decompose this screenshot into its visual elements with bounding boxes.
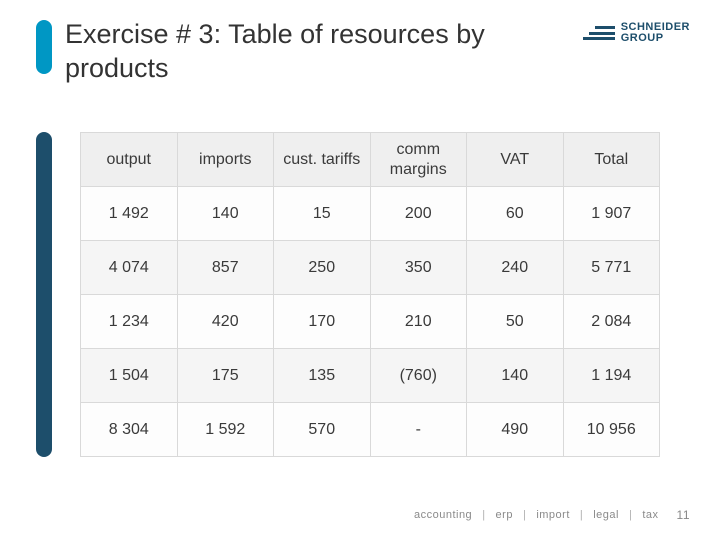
cell: 5 771 xyxy=(563,241,660,295)
table-header-row: output imports cust. tariffs comm margin… xyxy=(81,133,660,187)
side-accent-bar xyxy=(36,132,52,457)
cell: 240 xyxy=(467,241,564,295)
footer-sep: | xyxy=(482,509,485,521)
cell: 1 194 xyxy=(563,349,660,403)
logo-bars-icon xyxy=(583,26,615,40)
col-tariffs: cust. tariffs xyxy=(274,133,371,187)
company-logo: SCHNEIDER GROUP xyxy=(583,22,690,44)
table-row: 4 074 857 250 350 240 5 771 xyxy=(81,241,660,295)
col-vat: VAT xyxy=(467,133,564,187)
cell: 10 956 xyxy=(563,403,660,457)
cell: 175 xyxy=(177,349,274,403)
logo-line2: GROUP xyxy=(621,33,690,44)
cell: 200 xyxy=(370,187,467,241)
footer-item: import xyxy=(536,509,570,521)
cell: 1 907 xyxy=(563,187,660,241)
cell: 420 xyxy=(177,295,274,349)
col-margins: comm margins xyxy=(370,133,467,187)
cell: 8 304 xyxy=(81,403,178,457)
table-row: 1 234 420 170 210 50 2 084 xyxy=(81,295,660,349)
cell: 170 xyxy=(274,295,371,349)
page-number: 11 xyxy=(677,508,690,522)
cell: 570 xyxy=(274,403,371,457)
footer-sep: | xyxy=(523,509,526,521)
table-row: 1 504 175 135 (760) 140 1 194 xyxy=(81,349,660,403)
cell: 15 xyxy=(274,187,371,241)
footer: accounting | erp | import | legal | tax … xyxy=(414,508,690,522)
cell: 140 xyxy=(467,349,564,403)
footer-item: tax xyxy=(642,509,658,521)
cell: 1 504 xyxy=(81,349,178,403)
cell: 2 084 xyxy=(563,295,660,349)
cell: 50 xyxy=(467,295,564,349)
cell: 1 234 xyxy=(81,295,178,349)
footer-item: erp xyxy=(496,509,513,521)
logo-text: SCHNEIDER GROUP xyxy=(621,22,690,44)
page-title: Exercise # 3: Table of resources by prod… xyxy=(65,18,585,86)
footer-item: accounting xyxy=(414,509,472,521)
footer-sep: | xyxy=(629,509,632,521)
resources-table-container: output imports cust. tariffs comm margin… xyxy=(80,132,660,457)
table-row: 8 304 1 592 570 - 490 10 956 xyxy=(81,403,660,457)
cell: 4 074 xyxy=(81,241,178,295)
col-total: Total xyxy=(563,133,660,187)
cell: - xyxy=(370,403,467,457)
footer-item: legal xyxy=(593,509,619,521)
col-output: output xyxy=(81,133,178,187)
table-row: 1 492 140 15 200 60 1 907 xyxy=(81,187,660,241)
cell: 1 492 xyxy=(81,187,178,241)
cell: 1 592 xyxy=(177,403,274,457)
cell: 140 xyxy=(177,187,274,241)
cell: 135 xyxy=(274,349,371,403)
cell: 210 xyxy=(370,295,467,349)
cell: 350 xyxy=(370,241,467,295)
resources-table: output imports cust. tariffs comm margin… xyxy=(80,132,660,457)
cell: (760) xyxy=(370,349,467,403)
col-imports: imports xyxy=(177,133,274,187)
title-accent-bar xyxy=(36,20,52,74)
cell: 250 xyxy=(274,241,371,295)
footer-sep: | xyxy=(580,509,583,521)
table-body: 1 492 140 15 200 60 1 907 4 074 857 250 … xyxy=(81,187,660,457)
cell: 490 xyxy=(467,403,564,457)
cell: 60 xyxy=(467,187,564,241)
cell: 857 xyxy=(177,241,274,295)
